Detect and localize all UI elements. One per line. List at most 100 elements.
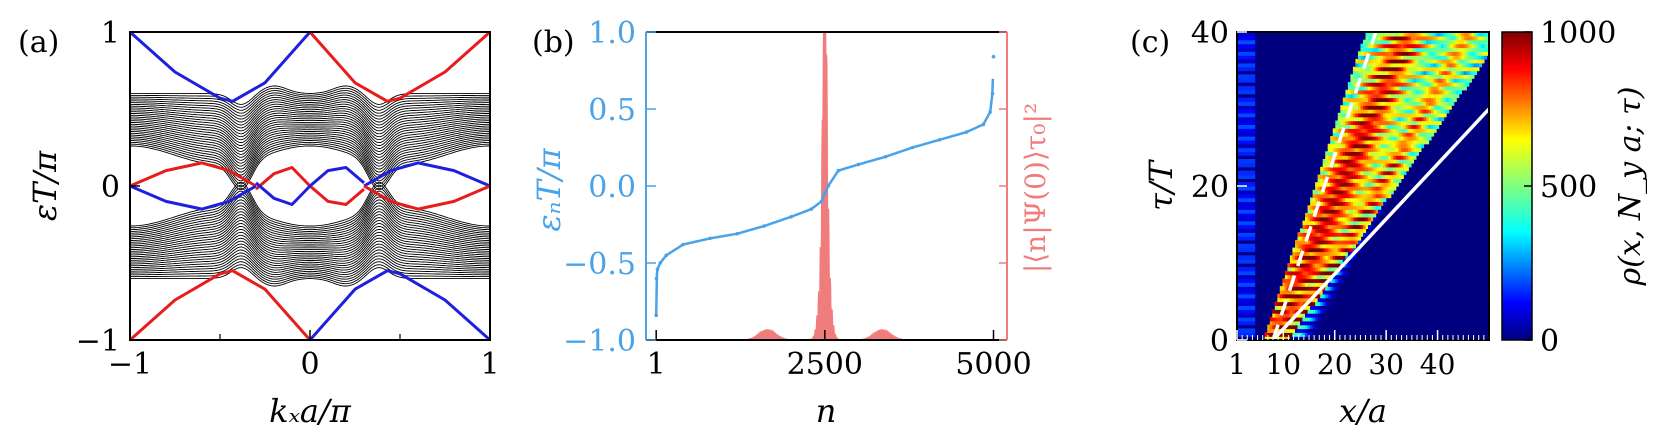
bulk-band-line (130, 181, 490, 227)
bulk-band-line (130, 261, 490, 282)
spectrum-point (823, 191, 827, 196)
bulk-band-line (130, 187, 490, 231)
spectrum-point (655, 267, 660, 271)
bulk-band-line (130, 258, 490, 280)
panel-b-ylabel-left: εₙT/π (530, 147, 568, 231)
bulk-band-line (130, 145, 490, 191)
x-tick-label: 1 (647, 347, 666, 382)
bulk-band-line (130, 184, 490, 229)
panel-c-heatmap (1237, 32, 1489, 340)
bulk-band-line (130, 243, 490, 269)
bulk-band-line (130, 267, 490, 287)
x-tick-label: 0 (300, 347, 319, 382)
overlap-distribution (656, 31, 994, 342)
spectrum-point (762, 224, 766, 228)
panel-a-xlabel: kₓa/π (269, 392, 352, 430)
y-tick-label: 40 (1191, 16, 1229, 51)
edge-state-line (363, 161, 490, 188)
edge-state-line (255, 166, 365, 206)
spectrum-point (809, 207, 814, 211)
bulk-band-line (130, 110, 490, 138)
bulk-band-line (130, 127, 490, 161)
colorbar-tick-label: 500 (1540, 170, 1597, 205)
spectrum-point (990, 91, 995, 96)
bulk-band-line (130, 99, 490, 123)
bulk-band-line (130, 129, 490, 164)
bulk-band-line (130, 140, 490, 182)
bulk-band-line (130, 132, 490, 170)
edge-state-line (308, 32, 490, 103)
panel-c: (c) 1 10 20 30 40 0 20 40 x/a τ/T 0 500 1000 ρ(x,… (1130, 16, 1648, 430)
panel-b-label: (b) (532, 25, 575, 60)
edge-state-line (130, 184, 257, 211)
bulk-band-line (130, 231, 490, 260)
bulk-band-line (130, 119, 490, 149)
panel-b-ylabel-right: |⟨n|Ψ(0)⟩τ₀|² (1019, 103, 1052, 273)
spectrum-point (708, 236, 712, 241)
x-tick-label: −1 (108, 347, 152, 382)
bulk-band-line (130, 117, 490, 147)
panel-b-ticks: 1 2500 5000 −1.0 −0.5 0.0 0.5 1.0 (563, 16, 1032, 382)
bulk-band-line (130, 208, 490, 243)
bulk-band-line (130, 123, 490, 155)
bulk-band-line (130, 108, 490, 135)
y-tick-label: 0 (101, 170, 120, 205)
y-tick-label: 1 (101, 16, 120, 51)
bulk-band-line (130, 138, 490, 179)
bulk-band-line (130, 246, 490, 271)
panel-a-ylabel: εT/π (26, 150, 64, 221)
bulk-band-line (130, 225, 490, 255)
spectrum-point (988, 110, 992, 114)
bulk-band-line (130, 94, 490, 117)
bulk-band-line (130, 205, 490, 241)
x-tick-label: 1 (480, 347, 499, 382)
bulk-band-line (130, 196, 490, 236)
x-tick-label: 40 (1420, 348, 1456, 381)
panel-c-ticks: 1 10 20 30 40 0 20 40 (1191, 16, 1485, 381)
bulk-band-line (130, 264, 490, 285)
spectrum-point (964, 130, 969, 134)
bulk-band-line (130, 103, 490, 129)
bulk-band-line (130, 217, 490, 249)
bulk-band-line (130, 131, 490, 167)
bulk-band-line (130, 87, 490, 108)
y-tick-label: −1.0 (563, 324, 636, 359)
bulk-band-line (130, 252, 490, 276)
bulk-band-line (130, 96, 490, 120)
y-tick-label: −1 (76, 324, 120, 359)
x-tick-label: 20 (1317, 348, 1353, 381)
bulk-band-line (130, 125, 490, 158)
bulk-band-line (130, 101, 490, 126)
colorbar-ticks: 0 500 1000 (1524, 16, 1616, 359)
spectrum-point (910, 145, 915, 150)
edge-state-line (130, 269, 312, 340)
spectrum-point (654, 313, 658, 318)
edge-state-line (130, 161, 257, 188)
colorbar-tick-label: 1000 (1540, 16, 1616, 51)
panel-a-plot-area (130, 32, 490, 340)
y-tick-label: 0 (1210, 324, 1229, 359)
dashed-front-line (1271, 32, 1378, 340)
bulk-band-line (130, 190, 490, 232)
bulk-band-line (130, 237, 490, 264)
bulk-band-line (130, 234, 490, 262)
y-tick-label: 20 (1191, 170, 1229, 205)
y-tick-label: 0.0 (588, 170, 636, 205)
spectrum-point (826, 184, 830, 188)
spectrum-point (658, 261, 662, 265)
x-tick-label: 1 (1228, 348, 1246, 381)
spectrum-point (681, 242, 685, 247)
bulk-band-line (130, 143, 490, 188)
bulk-band-line (130, 220, 490, 251)
spectrum-point (664, 253, 669, 258)
edge-state-line (130, 32, 312, 103)
colorbar-label: ρ(x, N_y a; τ) (1613, 87, 1648, 287)
bulk-band-line (130, 211, 490, 245)
spectrum-point (856, 162, 861, 167)
spectrum-point (789, 215, 793, 219)
edge-state-line (363, 184, 490, 211)
bulk-band-line (130, 193, 490, 234)
panel-a-label: (a) (18, 25, 59, 60)
bulk-band-line (130, 228, 490, 258)
